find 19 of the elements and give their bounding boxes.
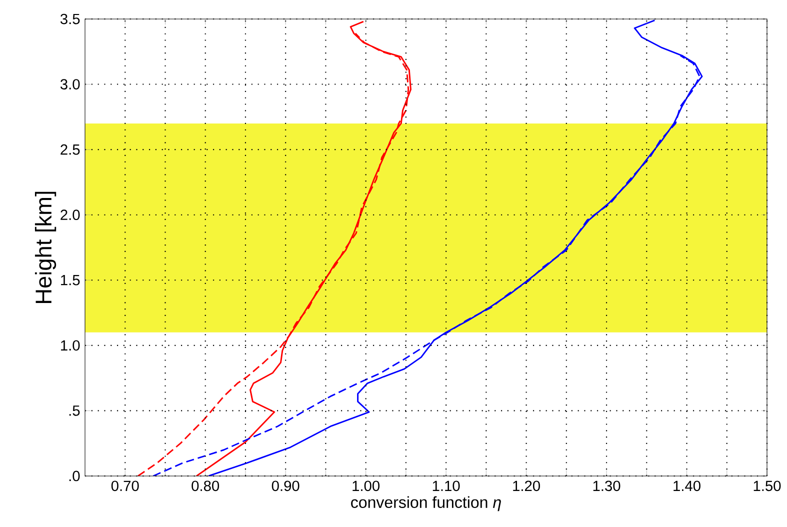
x-axis-title: conversion function η [351,496,501,512]
x-tick-label: 1.40 [674,480,700,492]
y-tick-label: 2.5 [60,144,80,155]
y-tick-label: 1.0 [61,340,80,351]
x-tick-label: 1.50 [754,480,781,492]
y-tick-label: 2.0 [60,210,80,220]
y-tick-label: .5 [69,406,80,416]
y-tick-label: .0 [69,470,80,482]
y-tick-label: 3.5 [60,14,80,24]
x-tick-label: 1.10 [432,480,460,492]
x-tick-label: 0.70 [111,480,139,492]
x-tick-label: 1.00 [352,480,380,492]
y-tick-label: 1.5 [61,275,80,286]
x-tick-label: 0.90 [272,480,300,492]
x-tick-label: 0.80 [192,480,220,492]
y-tick-label: 3.0 [60,79,80,90]
x-tick-label: 1.30 [593,480,620,492]
y-axis-title: Height [km] [34,192,56,303]
x-tick-label: 1.20 [513,480,540,492]
